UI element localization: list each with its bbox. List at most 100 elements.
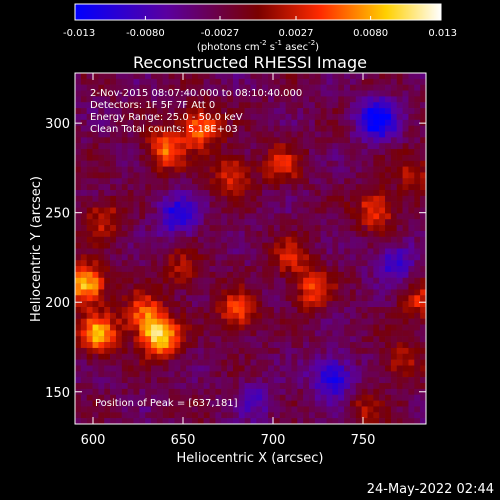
heatmap-cell bbox=[162, 289, 169, 296]
heatmap-cell bbox=[209, 277, 216, 284]
heatmap-cell bbox=[338, 119, 345, 126]
heatmap-cell bbox=[162, 383, 169, 390]
chart-title: Reconstructed RHESSI Image bbox=[133, 53, 367, 72]
heatmap-cell bbox=[396, 190, 403, 196]
heatmap-cell bbox=[104, 242, 111, 249]
heatmap-cell bbox=[285, 178, 292, 185]
heatmap-cell bbox=[320, 219, 327, 226]
heatmap-cell bbox=[338, 336, 345, 343]
heatmap-cell bbox=[174, 330, 181, 337]
heatmap-cell bbox=[115, 365, 122, 372]
heatmap-cell bbox=[238, 307, 245, 313]
heatmap-cell bbox=[379, 73, 386, 79]
heatmap-cell bbox=[75, 178, 81, 185]
heatmap-cell bbox=[110, 353, 117, 360]
heatmap-cell bbox=[133, 225, 140, 232]
heatmap-cell bbox=[215, 388, 222, 395]
heatmap-cell bbox=[151, 248, 158, 255]
heatmap-cell bbox=[86, 289, 93, 296]
heatmap-cell bbox=[121, 318, 128, 325]
heatmap-cell bbox=[279, 365, 286, 372]
heatmap-cell bbox=[344, 295, 351, 302]
heatmap-cell bbox=[355, 371, 362, 378]
heatmap-cell bbox=[197, 336, 204, 343]
heatmap-cell bbox=[80, 154, 87, 161]
heatmap-cell bbox=[309, 172, 315, 179]
heatmap-cell bbox=[326, 166, 333, 173]
heatmap-cell bbox=[279, 406, 286, 413]
heatmap-cell bbox=[408, 207, 415, 214]
heatmap-cell bbox=[414, 90, 421, 97]
heatmap-cell bbox=[373, 312, 380, 319]
heatmap-cell bbox=[209, 283, 216, 290]
heatmap-cell bbox=[396, 96, 403, 103]
heatmap-cell bbox=[379, 166, 386, 173]
heatmap-cell bbox=[98, 295, 105, 302]
heatmap-cell bbox=[174, 418, 181, 425]
heatmap-cell bbox=[279, 318, 286, 325]
heatmap-cell bbox=[273, 318, 280, 325]
heatmap-cell bbox=[127, 178, 134, 185]
heatmap-cell bbox=[139, 400, 146, 407]
heatmap-cell bbox=[332, 406, 339, 413]
heatmap-cell bbox=[75, 353, 81, 360]
heatmap-cell bbox=[227, 78, 234, 85]
heatmap-cell bbox=[221, 383, 228, 390]
heatmap-cell bbox=[133, 125, 140, 132]
heatmap-cell bbox=[338, 242, 345, 249]
heatmap-cell bbox=[332, 119, 339, 126]
heatmap-cell bbox=[373, 271, 380, 278]
heatmap-cell bbox=[186, 312, 193, 319]
heatmap-cell bbox=[373, 406, 380, 413]
heatmap-cell bbox=[314, 230, 321, 237]
heatmap-cell bbox=[115, 154, 122, 161]
heatmap-cell bbox=[162, 108, 169, 115]
heatmap-cell bbox=[355, 149, 362, 156]
heatmap-cell bbox=[92, 254, 99, 261]
heatmap-cell bbox=[192, 73, 198, 79]
heatmap-cell bbox=[414, 160, 421, 167]
heatmap-cell bbox=[349, 353, 356, 360]
heatmap-cell bbox=[262, 365, 269, 372]
heatmap-cell bbox=[332, 283, 339, 290]
heatmap-cell bbox=[80, 131, 87, 138]
heatmap-cell bbox=[221, 154, 228, 161]
heatmap-cell bbox=[215, 143, 222, 150]
heatmap-cell bbox=[168, 96, 175, 103]
heatmap-cell bbox=[262, 73, 269, 79]
heatmap-cell bbox=[139, 371, 146, 378]
heatmap-cell bbox=[344, 418, 351, 425]
heatmap-cell bbox=[349, 277, 356, 284]
heatmap-cell bbox=[168, 312, 175, 319]
heatmap-cell bbox=[309, 295, 315, 302]
heatmap-cell bbox=[192, 137, 198, 144]
heatmap-cell bbox=[133, 242, 140, 249]
heatmap-cell bbox=[197, 73, 204, 79]
heatmap-cell bbox=[115, 295, 122, 302]
heatmap-cell bbox=[162, 248, 169, 255]
heatmap-cell bbox=[402, 406, 409, 413]
heatmap-cell bbox=[151, 394, 158, 401]
heatmap-cell bbox=[127, 84, 134, 91]
heatmap-cell bbox=[303, 102, 310, 109]
heatmap-cell bbox=[390, 190, 397, 196]
heatmap-cell bbox=[355, 312, 362, 319]
heatmap-cell bbox=[110, 125, 117, 132]
heatmap-cell bbox=[221, 137, 228, 144]
heatmap-cell bbox=[268, 78, 275, 85]
heatmap-cell bbox=[250, 418, 257, 425]
heatmap-cell bbox=[379, 78, 386, 85]
heatmap-cell bbox=[314, 137, 321, 144]
heatmap-cell bbox=[250, 283, 257, 290]
heatmap-cell bbox=[86, 418, 93, 425]
heatmap-cell bbox=[355, 242, 362, 249]
heatmap-cell bbox=[133, 143, 140, 150]
colorbar-tick-label: 0.013 bbox=[428, 28, 457, 39]
heatmap-cell bbox=[420, 248, 427, 255]
heatmap-cell bbox=[314, 113, 321, 120]
heatmap-cell bbox=[303, 295, 310, 302]
heatmap-cell bbox=[156, 283, 163, 290]
heatmap-cell bbox=[104, 178, 111, 185]
heatmap-cell bbox=[215, 400, 222, 407]
heatmap-cell bbox=[361, 248, 368, 255]
